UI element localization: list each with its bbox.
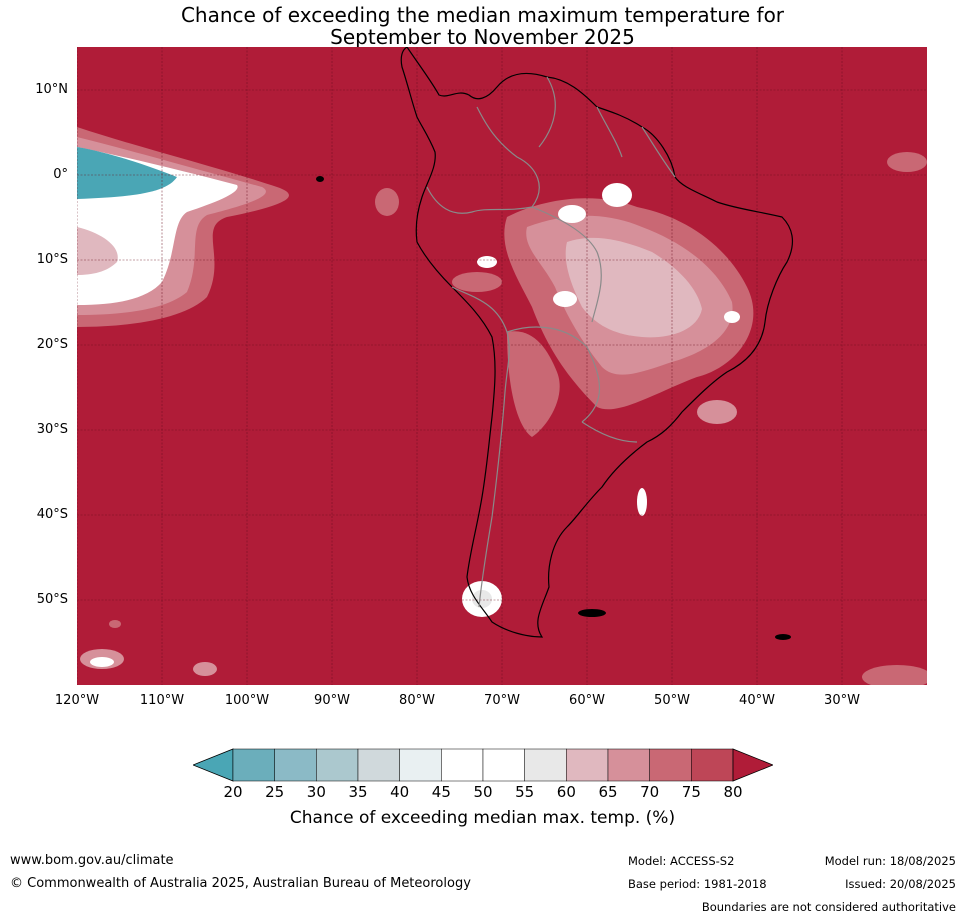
colorbar-label: Chance of exceeding median max. temp. (%…	[289, 808, 676, 828]
country-borders	[426, 76, 676, 608]
colorbar-box	[441, 748, 484, 782]
lon-label-50w: 50°W	[654, 693, 690, 708]
lat-label-40s: 40°S	[36, 507, 68, 522]
lat-label-50s: 50°S	[36, 592, 68, 607]
map-panel	[77, 47, 927, 685]
lon-label-110w: 110°W	[139, 693, 185, 708]
colorbar-tick-label: 65	[598, 783, 618, 801]
lon-label-40w: 40°W	[739, 693, 775, 708]
lon-label-100w: 100°W	[224, 693, 270, 708]
colorbar-box	[649, 748, 692, 782]
lat-label-10s: 10°S	[36, 252, 68, 267]
colorbar-box	[524, 748, 567, 782]
disclaimer-text: Boundaries are not considered authoritat…	[701, 900, 956, 914]
website-link[interactable]: www.bom.gov.au/climate	[10, 853, 174, 868]
colorbar-arrow-high	[732, 748, 775, 782]
map-title: Chance of exceeding the median maximum t…	[0, 4, 965, 48]
pacific-anomaly-region	[77, 127, 289, 327]
title-line-1: Chance of exceeding the median maximum t…	[180, 3, 785, 27]
lon-label-60w: 60°W	[569, 693, 605, 708]
colorbar-box	[316, 748, 359, 782]
colorbar-tick-label: 45	[431, 783, 451, 801]
lon-label-90w: 90°W	[314, 693, 350, 708]
colorbar-box	[274, 748, 317, 782]
small-anomaly-patches	[80, 152, 927, 685]
colorbar-tick-label: 75	[681, 783, 701, 801]
colorbar-tick-label: 20	[223, 783, 243, 801]
colorbar-box	[399, 748, 442, 782]
colorbar-tick-label: 70	[640, 783, 660, 801]
lat-label-20s: 20°S	[36, 337, 68, 352]
colorbar-tick-label: 55	[515, 783, 535, 801]
lat-label-10n: 10°N	[35, 82, 68, 97]
issued-text: Issued: 20/08/2025	[845, 877, 956, 891]
probability-map	[77, 47, 927, 685]
colorbar-box	[482, 748, 525, 782]
colorbar-tick-label: 35	[348, 783, 368, 801]
colorbar-box	[357, 748, 400, 782]
colorbar-tick-label: 25	[265, 783, 285, 801]
graticule	[77, 47, 927, 685]
south-america-coastline	[400, 47, 794, 638]
colorbar-tick-label: 60	[556, 783, 576, 801]
colorbar-tick-label: 50	[473, 783, 493, 801]
lon-label-30w: 30°W	[824, 693, 860, 708]
model-text: Model: ACCESS-S2	[628, 854, 735, 868]
title-line-2: September to November 2025	[330, 25, 635, 49]
lon-label-120w: 120°W	[54, 693, 100, 708]
colorbar-svg	[191, 748, 775, 782]
colorbar	[191, 748, 775, 782]
colorbar-box	[566, 748, 609, 782]
lat-label-0: 0°	[53, 167, 68, 182]
copyright-text: © Commonwealth of Australia 2025, Austra…	[10, 876, 471, 891]
colorbar-box	[232, 748, 275, 782]
lon-label-80w: 80°W	[399, 693, 435, 708]
colorbar-tick-label: 30	[306, 783, 326, 801]
base-period-text: Base period: 1981-2018	[628, 877, 767, 891]
lat-label-30s: 30°S	[36, 422, 68, 437]
islands	[316, 176, 791, 640]
colorbar-box	[691, 748, 734, 782]
colorbar-tick-label: 40	[390, 783, 410, 801]
model-run-text: Model run: 18/08/2025	[824, 854, 956, 868]
lon-label-70w: 70°W	[484, 693, 520, 708]
colorbar-tick-label: 80	[723, 783, 743, 801]
colorbar-arrow-low	[191, 748, 234, 782]
colorbar-box	[607, 748, 650, 782]
